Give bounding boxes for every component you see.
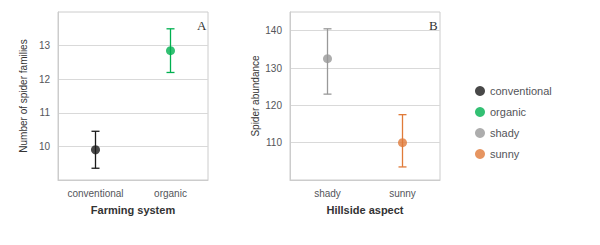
svg-text:organic: organic	[490, 106, 527, 118]
svg-text:Hillside aspect: Hillside aspect	[326, 204, 403, 216]
svg-text:Spider abundance: Spider abundance	[250, 55, 261, 137]
svg-text:110: 110	[266, 137, 282, 148]
svg-text:Farming system: Farming system	[91, 204, 176, 216]
svg-text:Number of spider families: Number of spider families	[18, 39, 29, 152]
svg-text:120: 120	[265, 100, 282, 111]
svg-text:A: A	[197, 18, 207, 33]
svg-text:shady: shady	[314, 188, 341, 199]
svg-text:sunny: sunny	[490, 148, 520, 160]
svg-text:12: 12	[39, 74, 51, 85]
svg-text:organic: organic	[154, 188, 187, 199]
svg-text:13: 13	[39, 40, 51, 51]
svg-text:conventional: conventional	[490, 85, 552, 97]
svg-text:130: 130	[265, 63, 282, 74]
svg-text:140: 140	[265, 25, 282, 36]
svg-text:shady: shady	[490, 127, 520, 139]
svg-text:11: 11	[40, 107, 51, 118]
svg-text:conventional: conventional	[67, 188, 123, 199]
svg-text:sunny: sunny	[389, 188, 416, 199]
svg-text:10: 10	[39, 141, 51, 152]
svg-text:B: B	[429, 18, 438, 33]
